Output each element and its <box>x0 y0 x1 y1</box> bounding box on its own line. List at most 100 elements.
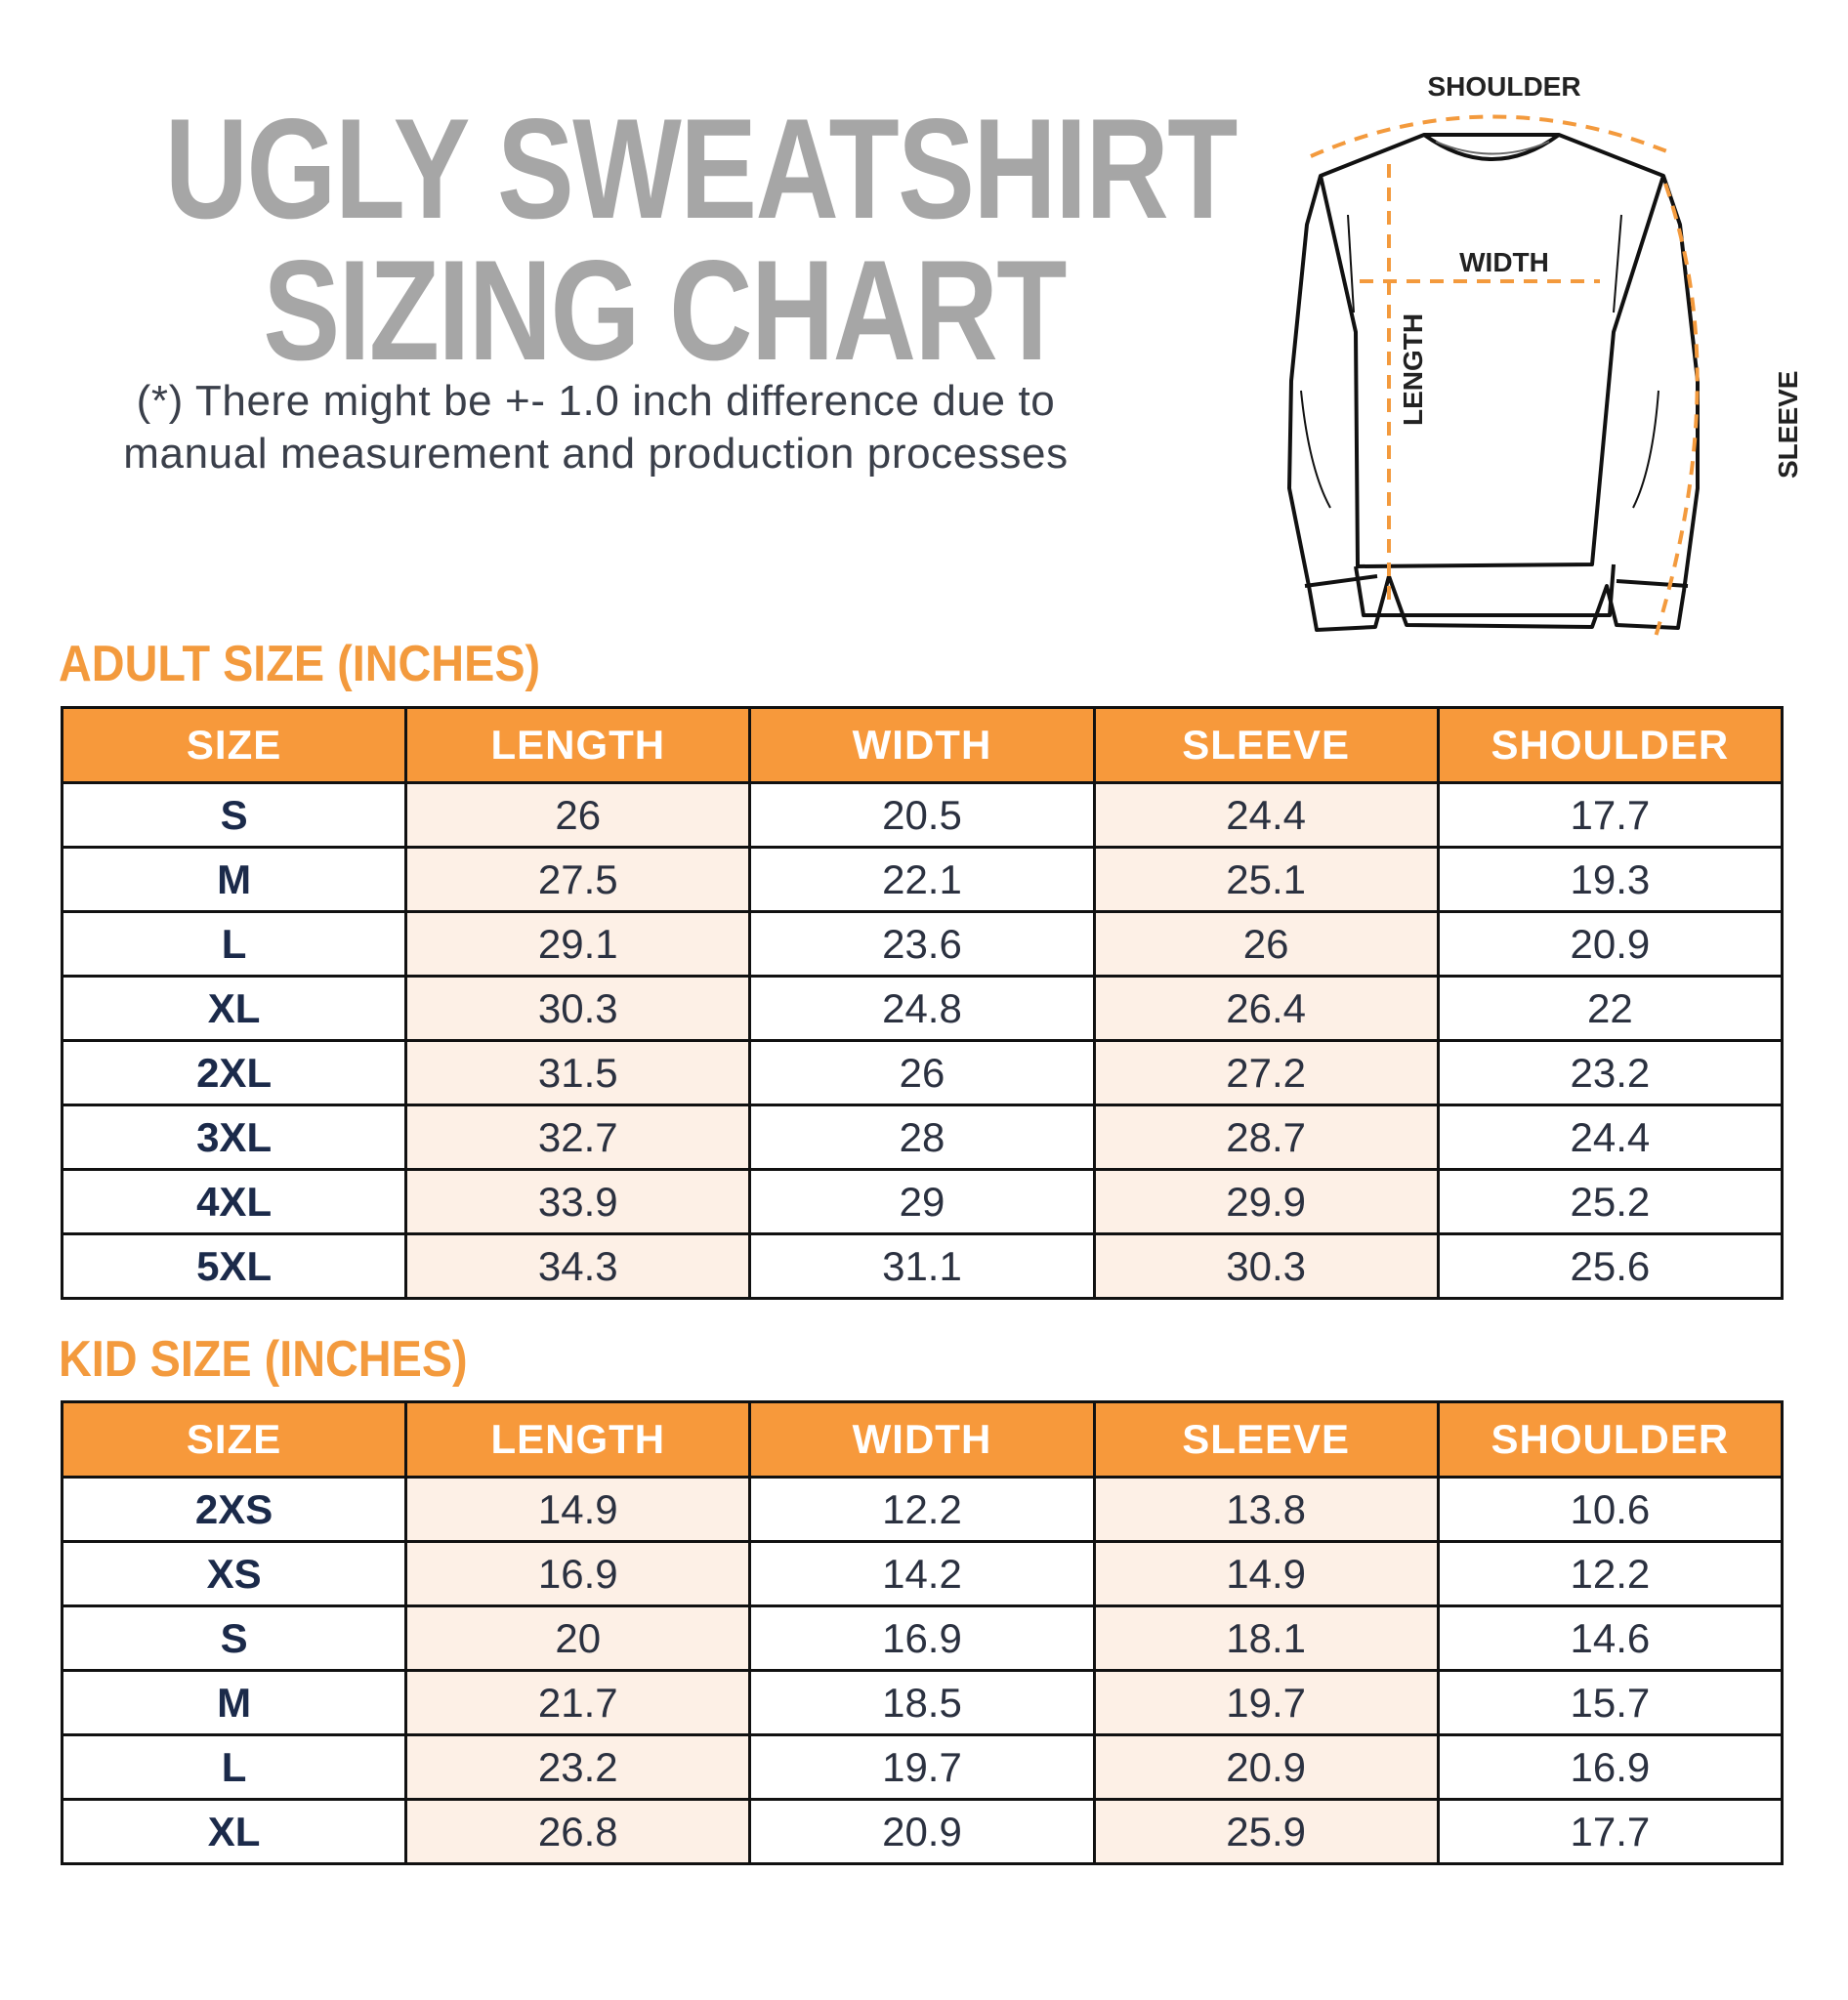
size-cell: S <box>60 1604 408 1672</box>
table-row: 5XL 34.3 31.1 30.3 25.6 <box>60 1232 1785 1300</box>
size-cell: M <box>60 846 408 913</box>
column-header-size: SIZE <box>60 1400 408 1479</box>
size-cell: 2XS <box>60 1476 408 1543</box>
sweatshirt-outline-icon <box>1287 133 1700 632</box>
size-cell: L <box>60 1733 408 1801</box>
width-cell: 18.5 <box>748 1669 1096 1736</box>
shoulder-cell: 15.7 <box>1436 1669 1785 1736</box>
sleeve-cell: 26 <box>1092 910 1440 978</box>
column-header-sleeve: SLEEVE <box>1092 706 1440 784</box>
sleeve-cell: 27.2 <box>1092 1039 1440 1106</box>
width-cell: 14.2 <box>748 1540 1096 1607</box>
page-title-line-1: UGLY SWEATSHIRT <box>39 98 1289 240</box>
width-cell: 28 <box>748 1104 1096 1171</box>
length-cell: 33.9 <box>404 1168 752 1235</box>
sleeve-cell: 24.4 <box>1092 781 1440 849</box>
column-header-width: WIDTH <box>748 706 1096 784</box>
width-cell: 12.2 <box>748 1476 1096 1543</box>
sleeve-cell: 19.7 <box>1092 1669 1440 1736</box>
shoulder-cell: 17.7 <box>1436 1798 1785 1865</box>
shoulder-cell: 25.2 <box>1436 1168 1785 1235</box>
width-cell: 22.1 <box>748 846 1096 913</box>
size-cell: XS <box>60 1540 408 1607</box>
shoulder-cell: 10.6 <box>1436 1476 1785 1543</box>
column-header-length: LENGTH <box>404 1400 752 1479</box>
size-cell: S <box>60 781 408 849</box>
size-cell: 4XL <box>60 1168 408 1235</box>
width-cell: 20.5 <box>748 781 1096 849</box>
sleeve-cell: 14.9 <box>1092 1540 1440 1607</box>
shoulder-cell: 23.2 <box>1436 1039 1785 1106</box>
table-row: 2XL 31.5 26 27.2 23.2 <box>60 1039 1785 1106</box>
sleeve-cell: 13.8 <box>1092 1476 1440 1543</box>
length-cell: 14.9 <box>404 1476 752 1543</box>
sleeve-cell: 29.9 <box>1092 1168 1440 1235</box>
column-header-width: WIDTH <box>748 1400 1096 1479</box>
sleeve-cell: 26.4 <box>1092 975 1440 1042</box>
shoulder-cell: 22 <box>1436 975 1785 1042</box>
table-row: S 26 20.5 24.4 17.7 <box>60 781 1785 849</box>
width-cell: 23.6 <box>748 910 1096 978</box>
width-cell: 29 <box>748 1168 1096 1235</box>
table-row: S 20 16.9 18.1 14.6 <box>60 1604 1785 1672</box>
column-header-size: SIZE <box>60 706 408 784</box>
table-row: 3XL 32.7 28 28.7 24.4 <box>60 1104 1785 1171</box>
table-row: L 29.1 23.6 26 20.9 <box>60 910 1785 978</box>
length-cell: 26.8 <box>404 1798 752 1865</box>
length-label: LENGTH <box>1398 313 1428 426</box>
column-header-shoulder: SHOULDER <box>1436 706 1785 784</box>
adult-size-table: SIZE LENGTH WIDTH SLEEVE SHOULDER S 26 20.5 24.4… <box>60 706 1785 1300</box>
width-cell: 20.9 <box>748 1798 1096 1865</box>
disclaimer-note-line-2: manual measurement and production proces… <box>123 430 1069 478</box>
size-cell: XL <box>60 1798 408 1865</box>
sleeve-cell: 18.1 <box>1092 1604 1440 1672</box>
size-cell: 5XL <box>60 1232 408 1300</box>
table-row: XS 16.9 14.2 14.9 12.2 <box>60 1540 1785 1607</box>
table-row: 4XL 33.9 29 29.9 25.2 <box>60 1168 1785 1235</box>
size-cell: XL <box>60 975 408 1042</box>
length-cell: 31.5 <box>404 1039 752 1106</box>
table-row: XL 26.8 20.9 25.9 17.7 <box>60 1798 1785 1865</box>
size-cell: M <box>60 1669 408 1736</box>
width-cell: 26 <box>748 1039 1096 1106</box>
kid-size-table: SIZE LENGTH WIDTH SLEEVE SHOULDER 2XS 14.9 12.2… <box>60 1400 1785 1865</box>
length-cell: 29.1 <box>404 910 752 978</box>
sleeve-cell: 28.7 <box>1092 1104 1440 1171</box>
length-cell: 26 <box>404 781 752 849</box>
table-header-row: SIZE LENGTH WIDTH SLEEVE SHOULDER <box>60 1400 1785 1479</box>
length-cell: 21.7 <box>404 1669 752 1736</box>
width-label: WIDTH <box>1459 247 1549 277</box>
column-header-shoulder: SHOULDER <box>1436 1400 1785 1479</box>
length-cell: 16.9 <box>404 1540 752 1607</box>
kid-size-heading: KID SIZE (INCHES) <box>59 1331 468 1388</box>
size-cell: 2XL <box>60 1039 408 1106</box>
shoulder-label: SHOULDER <box>1427 71 1580 102</box>
title-text: SIZING CHART <box>263 230 1067 390</box>
table-row: M 27.5 22.1 25.1 19.3 <box>60 846 1785 913</box>
table-row: 2XS 14.9 12.2 13.8 10.6 <box>60 1476 1785 1543</box>
width-cell: 16.9 <box>748 1604 1096 1672</box>
sleeve-cell: 25.1 <box>1092 846 1440 913</box>
shoulder-cell: 19.3 <box>1436 846 1785 913</box>
shoulder-cell: 24.4 <box>1436 1104 1785 1171</box>
shoulder-cell: 17.7 <box>1436 781 1785 849</box>
measure-lines <box>1310 114 1700 638</box>
shoulder-cell: 25.6 <box>1436 1232 1785 1300</box>
size-cell: 3XL <box>60 1104 408 1171</box>
sweatshirt-diagram: SHOULDER WIDTH LENGTH SLEEVE <box>1287 71 1803 638</box>
size-cell: L <box>60 910 408 978</box>
length-cell: 30.3 <box>404 975 752 1042</box>
length-cell: 27.5 <box>404 846 752 913</box>
title-text: UGLY SWEATSHIRT <box>164 89 1239 248</box>
shoulder-cell: 14.6 <box>1436 1604 1785 1672</box>
table-row: M 21.7 18.5 19.7 15.7 <box>60 1669 1785 1736</box>
sleeve-measure-line <box>1654 183 1700 638</box>
length-cell: 32.7 <box>404 1104 752 1171</box>
sleeve-cell: 30.3 <box>1092 1232 1440 1300</box>
length-cell: 34.3 <box>404 1232 752 1300</box>
table-row: XL 30.3 24.8 26.4 22 <box>60 975 1785 1042</box>
adult-size-heading: ADULT SIZE (INCHES) <box>59 636 541 692</box>
disclaimer-note-line-1: (*) There might be +- 1.0 inch differenc… <box>136 377 1056 425</box>
sleeve-label: SLEEVE <box>1773 371 1803 479</box>
shoulder-cell: 12.2 <box>1436 1540 1785 1607</box>
